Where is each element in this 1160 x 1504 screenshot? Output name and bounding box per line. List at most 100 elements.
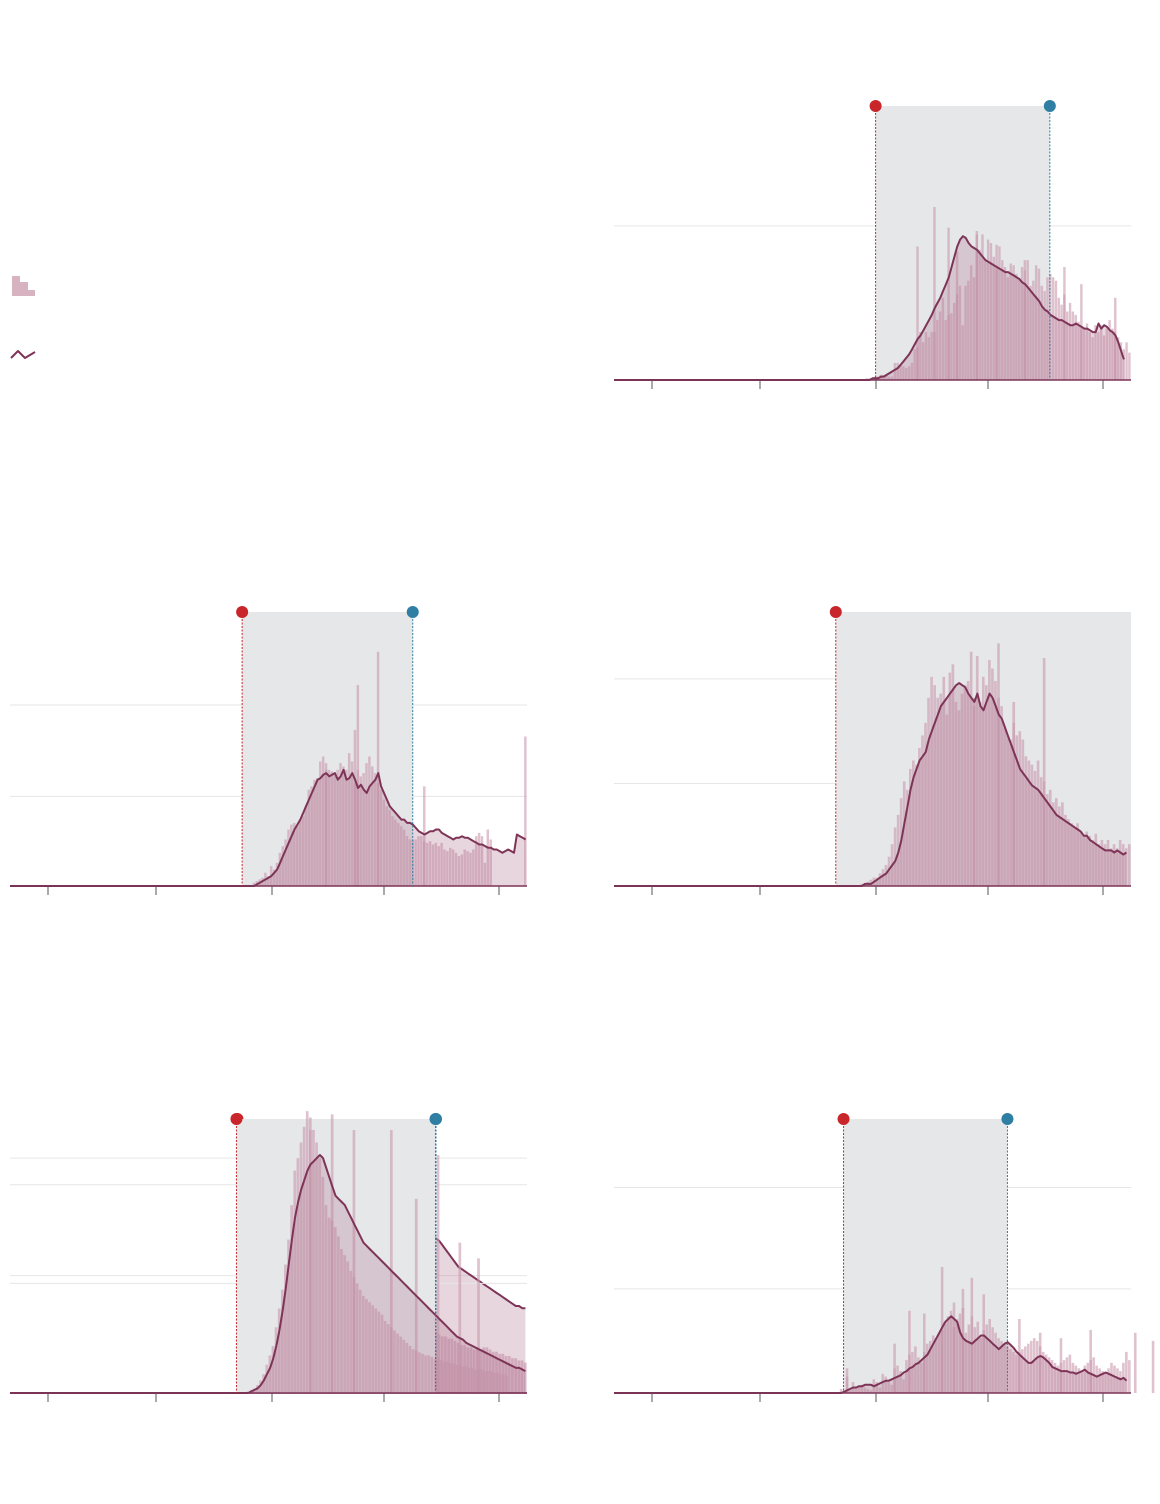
daily-bar (1065, 1357, 1069, 1393)
daily-bar (358, 1289, 362, 1393)
daily-bar (1086, 1362, 1090, 1393)
daily-bar (1105, 328, 1108, 380)
daily-bar (402, 1339, 406, 1393)
daily-bar (376, 651, 380, 886)
daily-bar (1021, 1349, 1024, 1393)
daily-bar (1015, 735, 1019, 886)
daily-bar (934, 1338, 938, 1393)
daily-bars (246, 1111, 508, 1393)
daily-bar (507, 1356, 511, 1393)
daily-bar (305, 1111, 309, 1393)
daily-bar (890, 376, 894, 380)
daily-bar (890, 1384, 893, 1393)
daily-bar (495, 1351, 498, 1393)
daily-bar (925, 1343, 929, 1393)
daily-bar (483, 862, 487, 886)
daily-bar (985, 685, 988, 886)
daily-bar (1062, 1360, 1066, 1393)
daily-bar (524, 736, 527, 886)
daily-bar (313, 779, 316, 886)
daily-bar (1066, 311, 1069, 380)
chart-panel (10, 606, 527, 895)
daily-bar (985, 1324, 988, 1393)
daily-bar (893, 362, 897, 380)
daily-bar (399, 1336, 403, 1393)
daily-bar (958, 285, 962, 380)
daily-bar (1083, 1365, 1087, 1393)
daily-bar (460, 854, 464, 886)
daily-bar (1045, 793, 1049, 886)
daily-bar (924, 722, 927, 886)
daily-bar (913, 349, 916, 380)
daily-bar (420, 836, 423, 886)
daily-bar (480, 836, 484, 886)
daily-bar (284, 1264, 287, 1393)
daily-bar (1080, 1371, 1084, 1393)
daily-bar (280, 1289, 284, 1393)
daily-bar (454, 852, 458, 886)
daily-bars (860, 643, 1131, 886)
daily-bar (1091, 337, 1094, 380)
daily-bar (945, 714, 949, 886)
daily-bar (352, 1129, 356, 1393)
daily-bar (359, 776, 362, 886)
daily-bar (480, 1369, 483, 1393)
daily-bar (967, 280, 970, 380)
daily-bar (885, 374, 888, 380)
daily-bar (353, 729, 357, 886)
daily-bar (1043, 290, 1046, 380)
daily-bar (960, 693, 964, 886)
daily-bar (339, 763, 342, 886)
daily-bar (972, 706, 976, 886)
daily-bar (470, 1367, 474, 1393)
daily-bar (368, 756, 371, 886)
daily-bar (498, 1353, 502, 1393)
daily-bar (449, 847, 452, 886)
trend-area (614, 683, 1127, 886)
daily-bar (961, 325, 964, 380)
daily-bar (992, 256, 995, 380)
daily-bar (265, 1364, 269, 1393)
daily-bar (1080, 284, 1083, 380)
daily-bar (997, 643, 1000, 886)
daily-bar (893, 1343, 896, 1393)
daily-bar (1035, 1340, 1039, 1393)
daily-bar (884, 865, 888, 886)
daily-bar (402, 829, 406, 886)
daily-bar (981, 676, 985, 886)
daily-bar (921, 342, 925, 380)
daily-bar (1030, 764, 1034, 886)
daily-bar (312, 1129, 315, 1393)
daily-bar (1077, 1368, 1081, 1393)
daily-bar (427, 1355, 431, 1393)
daily-bar (1128, 352, 1131, 380)
daily-bar (941, 297, 945, 380)
daily-bar (453, 1340, 457, 1393)
daily-bar (866, 1388, 870, 1393)
daily-bar (1114, 297, 1117, 380)
daily-bar (346, 1261, 350, 1393)
daily-bar (304, 806, 308, 886)
daily-bar (389, 1129, 393, 1393)
daily-bar (1009, 263, 1012, 380)
daily-bar (489, 839, 492, 886)
daily-bar (492, 1372, 496, 1393)
daily-bar (268, 1355, 272, 1393)
daily-bar (1018, 1319, 1021, 1393)
daily-bar (908, 1310, 911, 1393)
daily-bar (975, 655, 979, 886)
daily-bar (860, 1384, 864, 1393)
daily-bar (1058, 806, 1061, 886)
daily-bar (1116, 337, 1120, 380)
daily-bar (940, 1266, 944, 1393)
daily-bar (371, 766, 374, 886)
daily-bar (252, 882, 256, 886)
daily-bar (875, 877, 879, 886)
daily-bar (1113, 1365, 1116, 1393)
daily-bar (937, 1332, 941, 1393)
daily-bar (458, 1242, 462, 1393)
daily-bar (408, 839, 412, 886)
daily-bar (902, 781, 906, 886)
daily-bar (511, 1358, 514, 1393)
daily-bar (1067, 819, 1070, 886)
